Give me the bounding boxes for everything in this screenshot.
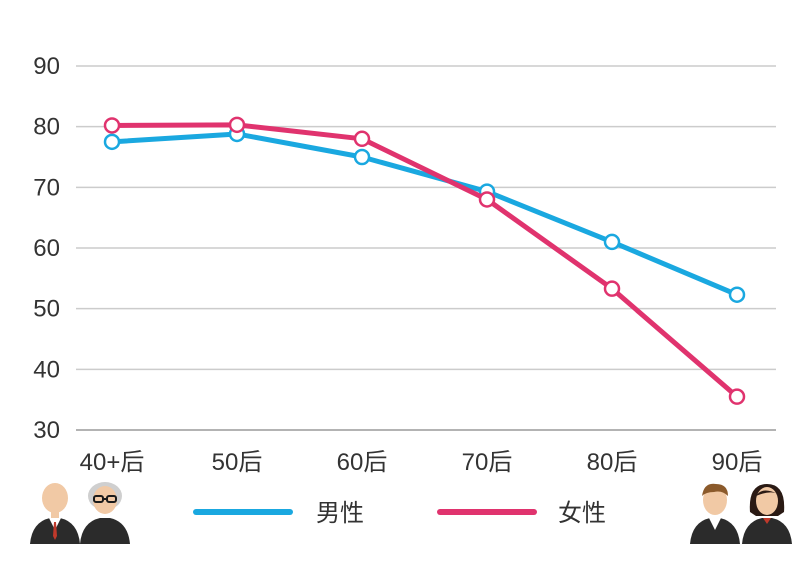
legend-label-female: 女性 xyxy=(558,500,606,527)
x-tick-label: 60后 xyxy=(337,449,388,476)
data-point xyxy=(353,148,371,166)
x-tick-label: 50后 xyxy=(212,449,263,476)
y-tick-label: 70 xyxy=(33,174,60,201)
x-tick-label: 70后 xyxy=(462,449,513,476)
young-man-icon xyxy=(690,483,740,544)
elderly-man-icon xyxy=(30,483,80,544)
series-layer xyxy=(103,116,746,405)
x-tick-label: 90后 xyxy=(712,449,763,476)
series-line xyxy=(109,131,740,298)
x-tick-label: 80后 xyxy=(587,449,638,476)
series-line xyxy=(109,122,740,400)
data-point xyxy=(478,191,496,208)
legend-label-male: 男性 xyxy=(316,500,364,527)
y-tick-label: 50 xyxy=(33,296,60,323)
y-tick-label: 60 xyxy=(33,235,60,262)
y-tick-label: 80 xyxy=(33,114,60,141)
x-axis: 40+后 50后 60后 70后 80后 90后 xyxy=(80,449,763,476)
y-axis: 30 40 50 60 70 80 90 xyxy=(33,53,60,444)
data-point xyxy=(228,116,246,134)
y-tick-label: 30 xyxy=(33,417,60,444)
data-point xyxy=(603,280,621,297)
data-point xyxy=(728,388,746,405)
data-point xyxy=(103,117,121,134)
data-point xyxy=(103,133,121,151)
y-tick-label: 40 xyxy=(33,356,60,383)
series-female xyxy=(103,116,746,405)
series-male xyxy=(103,125,746,303)
elderly-woman-icon xyxy=(80,482,130,544)
legend: 男性 女性 xyxy=(193,500,606,527)
young-woman-icon xyxy=(742,484,792,544)
data-point xyxy=(603,233,621,251)
gridlines xyxy=(76,65,776,431)
data-point xyxy=(728,286,746,303)
x-tick-label: 40+后 xyxy=(80,449,145,476)
data-point xyxy=(353,130,371,148)
y-tick-label: 90 xyxy=(33,53,60,80)
